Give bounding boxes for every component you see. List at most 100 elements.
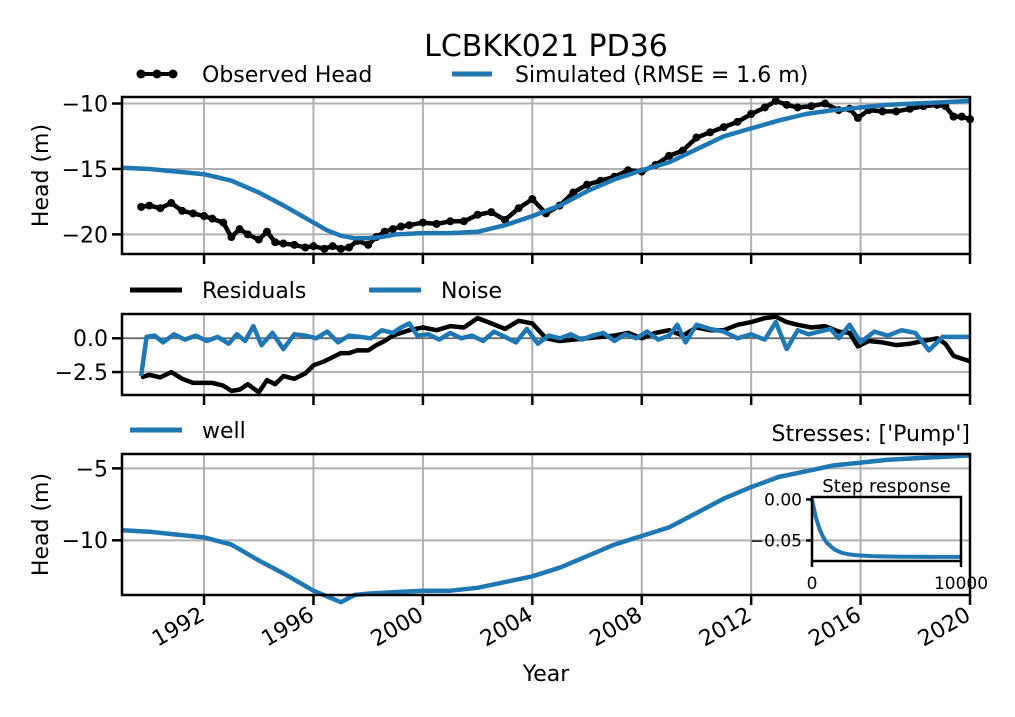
y-axis-label: Head (m) [29,473,54,576]
data-point [528,195,537,204]
data-point [137,202,146,211]
data-point [178,206,187,215]
axes-frame [120,312,972,397]
y-tick-label: −0.05 [750,532,802,552]
data-point [821,99,830,108]
data-point [290,240,299,249]
legend-observed-marker [168,69,178,79]
data-point [706,128,715,137]
y-tick-label: 0.00 [764,491,802,511]
data-point [793,103,802,112]
y-tick-label: −10 [62,92,108,117]
series-line-series [810,499,961,559]
data-point [219,218,228,227]
x-tick-label: 10000 [934,574,988,594]
x-tick-label: 2008 [586,603,647,653]
data-point [345,243,354,252]
data-point [364,240,373,249]
y-tick-label: 0.0 [73,327,108,352]
data-point [487,208,496,217]
data-point [583,180,592,189]
x-tick-label: 2012 [695,603,756,653]
data-point [336,244,345,253]
data-point [747,110,756,119]
data-point [878,107,887,116]
data-point [388,225,397,234]
x-tick-label: 1996 [257,603,318,653]
data-point [262,227,271,236]
legend-well-label: well [202,419,246,444]
legend-head: Observed Head Simulated (RMSE = 1.6 m) [136,63,808,88]
x-tick-label: 2016 [805,603,866,653]
data-point [380,227,389,236]
series-line-well [121,453,971,605]
data-point [473,210,482,219]
axes-frame [120,452,972,597]
data-point [156,204,165,213]
data-point [320,244,329,253]
data-point [949,112,958,121]
data-point [227,232,236,241]
x-tick-label: 2004 [476,603,537,653]
data-point [235,225,244,234]
data-point [189,209,198,218]
y-tick-label: −20 [62,223,108,248]
data-point [665,151,674,160]
y-tick-label: −10 [62,529,108,554]
data-point [200,212,209,221]
residuals-panel: −2.5 0.0 [55,312,972,405]
data-point [514,204,523,213]
data-point [807,102,816,111]
legend-residuals-label: Residuals [202,279,306,304]
data-point [432,219,441,228]
series-line-noise [138,319,970,377]
data-point [459,217,468,226]
data-point [208,214,217,223]
legend-noise-label: Noise [441,279,502,304]
data-point [279,239,288,248]
legend-simulated-label: Simulated (RMSE = 1.6 m) [515,63,808,88]
data-point [692,133,701,142]
data-point [957,112,966,121]
data-point [569,188,578,197]
series-line-residuals [140,314,971,395]
data-point [145,201,154,210]
series-line-observed-head [140,98,971,252]
data-point [167,198,176,207]
data-point [892,107,901,116]
head-panel: −20 −15 −10 Head (m) [29,92,974,264]
y-tick-label: −15 [62,158,108,183]
data-point [418,218,427,227]
legend-contribution: well [130,419,246,444]
inset-title: Step response [822,476,950,497]
data-point [309,242,318,251]
x-tick-label: 0 [807,574,818,594]
data-point [760,103,769,112]
series-line-simulated-rmse-1-6-m [121,98,971,241]
data-point [254,235,263,244]
data-point [771,96,780,105]
step-response-inset: −0.05 0.00 0 10000 Step response [750,476,988,594]
data-point [719,123,728,132]
x-tick-label: 2020 [914,603,975,653]
data-point [782,100,791,109]
figure-title: LCBKK021 PD36 [424,29,668,64]
stresses-annotation: Stresses: ['Pump'] [772,422,971,447]
data-point [301,243,310,252]
data-point [328,242,337,251]
y-tick-label: −5 [76,457,108,482]
data-point [733,117,742,126]
legend-observed-label: Observed Head [202,63,372,88]
data-point [271,238,280,247]
axes-frame [810,495,963,563]
data-point [905,104,914,113]
data-point [405,221,414,230]
y-tick-label: −2.5 [55,361,108,386]
x-tick-label: 1992 [148,603,209,653]
legend-observed-marker [136,69,146,79]
data-point [853,113,862,122]
y-axis-label: Head (m) [29,124,54,227]
data-point [500,215,509,224]
legend-observed-marker [152,69,162,79]
